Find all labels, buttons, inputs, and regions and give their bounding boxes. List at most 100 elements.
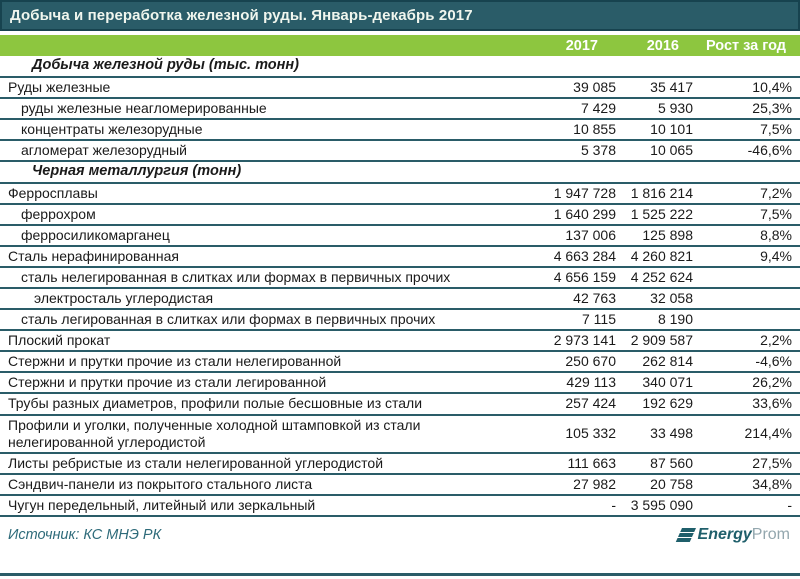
value-2017: 5 378 [520, 139, 618, 163]
value-2017: 39 085 [520, 76, 618, 99]
value-growth [695, 288, 800, 311]
logo-text-prom: Prom [751, 525, 790, 543]
table-row: концентраты железорудные 10 855 10 101 7,5% [0, 118, 800, 141]
table-row: ферросиликомарганец 137 006 125 898 8,8% [0, 224, 800, 247]
value-growth: 33,6% [695, 393, 800, 416]
value-2017: 7 115 [520, 309, 618, 332]
value-2017: 10 855 [520, 118, 618, 141]
value-growth: 8,8% [695, 224, 800, 247]
logo-text-energy: Energy [697, 525, 752, 543]
value-2017: 250 670 [520, 351, 618, 374]
value-2016: 2 909 587 [618, 330, 695, 353]
row-label: Стержни и прутки прочие из стали нелегир… [0, 351, 520, 374]
value-2016: 262 814 [618, 351, 695, 374]
value-growth: 10,4% [695, 76, 800, 99]
value-growth: 26,2% [695, 372, 800, 395]
column-header-2016: 2016 [618, 35, 695, 56]
value-2017: 42 763 [520, 288, 618, 311]
column-header-2017: 2017 [520, 35, 618, 56]
value-2017: 257 424 [520, 393, 618, 416]
table-row: Листы ребристые из стали нелегированной … [0, 452, 800, 475]
energyprom-e-icon [675, 528, 696, 542]
row-label: Стержни и прутки прочие из стали легиров… [0, 372, 520, 395]
value-2017: 137 006 [520, 224, 618, 247]
table-row: Руды железные 39 085 35 417 10,4% [0, 76, 800, 99]
value-2016: 340 071 [618, 372, 695, 395]
value-growth [695, 267, 800, 290]
row-label: электросталь углеродистая [0, 288, 520, 311]
value-growth: 7,5% [695, 118, 800, 141]
value-2016: 5 930 [618, 97, 695, 120]
section-row: Добыча железной руды (тыс. тонн) [0, 56, 800, 78]
page-title: Добыча и переработка железной руды. Янва… [10, 7, 473, 24]
value-growth [695, 309, 800, 332]
value-2016: 1 816 214 [618, 182, 695, 205]
row-label: Плоский прокат [0, 330, 520, 353]
value-growth: 25,3% [695, 97, 800, 120]
table-row: Стержни и прутки прочие из стали легиров… [0, 372, 800, 395]
source-note: Источник: КС МНЭ РК [8, 526, 162, 543]
table-row: Чугун передельный, литейный или зеркальн… [0, 494, 800, 517]
table-row: Профили и уголки, полученные холодной шт… [0, 414, 800, 454]
value-growth: 214,4% [695, 414, 800, 454]
value-growth: 9,4% [695, 245, 800, 269]
table-row: Стержни и прутки прочие из стали нелегир… [0, 351, 800, 374]
value-growth: - [695, 494, 800, 517]
value-2017: 111 663 [520, 452, 618, 475]
row-label: Сталь нерафинированная [0, 245, 520, 269]
table-row: сталь легированная в слитках или формах … [0, 309, 800, 332]
value-2016: 1 525 222 [618, 203, 695, 226]
table-row: Сталь нерафинированная 4 663 284 4 260 821… [0, 245, 800, 269]
value-2016: 20 758 [618, 473, 695, 496]
value-2017: 2 973 141 [520, 330, 618, 353]
energyprom-logo: Energy Prom [675, 525, 790, 544]
value-2016: 125 898 [618, 224, 695, 247]
data-table: 2017 2016 Рост за год Добыча железной ру… [0, 35, 800, 517]
row-label: Трубы разных диаметров, профили полые бе… [0, 393, 520, 416]
row-label: феррохром [0, 203, 520, 226]
value-2017: 27 982 [520, 473, 618, 496]
table-row: Сэндвич-панели из покрытого стального ли… [0, 473, 800, 496]
row-label: Профили и уголки, полученные холодной шт… [0, 414, 520, 454]
value-2017: 7 429 [520, 97, 618, 120]
value-2016: 192 629 [618, 393, 695, 416]
value-2016: 10 101 [618, 118, 695, 141]
value-2017: 429 113 [520, 372, 618, 395]
row-label: концентраты железорудные [0, 118, 520, 141]
table-row: феррохром 1 640 299 1 525 222 7,5% [0, 203, 800, 226]
value-2017: 1 640 299 [520, 203, 618, 226]
row-label: Сэндвич-панели из покрытого стального ли… [0, 473, 520, 496]
row-label: сталь нелегированная в слитках или форма… [0, 267, 520, 290]
value-2016: 8 190 [618, 309, 695, 332]
table-row: Трубы разных диаметров, профили полые бе… [0, 393, 800, 416]
value-2016: 4 260 821 [618, 245, 695, 269]
table-row: руды железные неагломерированные 7 429 5 9… [0, 97, 800, 120]
table-row: электросталь углеродистая 42 763 32 058 [0, 288, 800, 311]
value-2016: 32 058 [618, 288, 695, 311]
row-label: Листы ребристые из стали нелегированной … [0, 452, 520, 475]
row-label: ферросиликомарганец [0, 224, 520, 247]
row-label: сталь легированная в слитках или формах … [0, 309, 520, 332]
value-growth: -46,6% [695, 139, 800, 163]
table-row: Ферросплавы 1 947 728 1 816 214 7,2% [0, 182, 800, 205]
value-2016: 33 498 [618, 414, 695, 454]
row-label: руды железные неагломерированные [0, 97, 520, 120]
value-2016: 35 417 [618, 76, 695, 99]
column-header-growth: Рост за год [695, 35, 800, 56]
value-growth: -4,6% [695, 351, 800, 374]
section-row: Черная металлургия (тонн) [0, 161, 800, 184]
row-label: агломерат железорудный [0, 139, 520, 163]
row-label: Ферросплавы [0, 182, 520, 205]
row-label: Чугун передельный, литейный или зеркальн… [0, 494, 520, 517]
value-growth: 27,5% [695, 452, 800, 475]
title-bar: Добыча и переработка железной руды. Янва… [0, 0, 800, 31]
section-label: Черная металлургия (тонн) [0, 161, 800, 184]
section-label: Добыча железной руды (тыс. тонн) [0, 56, 800, 78]
value-2016: 87 560 [618, 452, 695, 475]
bottom-rule [0, 573, 800, 576]
value-growth: 7,2% [695, 182, 800, 205]
row-label: Руды железные [0, 76, 520, 99]
table-row: Плоский прокат 2 973 141 2 909 587 2,2% [0, 330, 800, 353]
value-growth: 34,8% [695, 473, 800, 496]
table-row: сталь нелегированная в слитках или форма… [0, 267, 800, 290]
